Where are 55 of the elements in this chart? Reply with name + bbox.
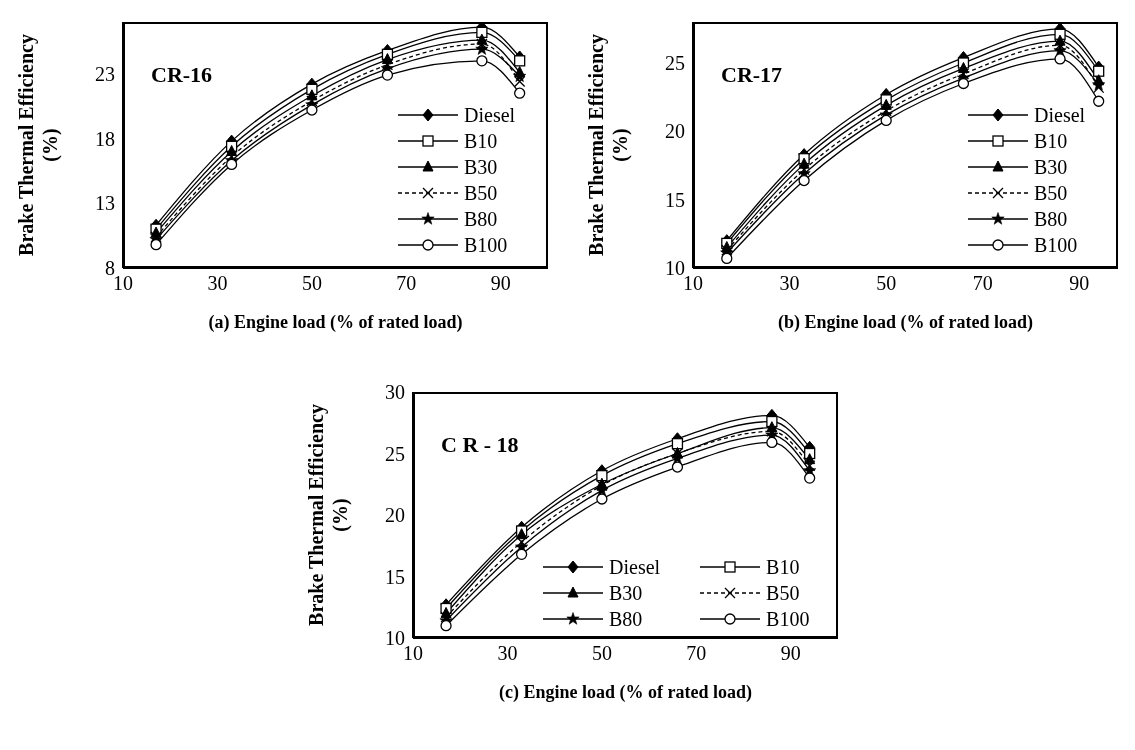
y-tick-label: 20 <box>385 504 405 527</box>
y-tick-label: 20 <box>665 120 685 143</box>
legend-label: B100 <box>766 607 810 632</box>
x-tick-label: 50 <box>876 272 897 295</box>
x-tick-label: 70 <box>686 642 707 665</box>
legend-label: B50 <box>464 181 498 206</box>
legend-label: B30 <box>1034 155 1068 180</box>
legend-label: B80 <box>464 207 498 232</box>
y-tick-label: 13 <box>95 192 115 215</box>
x-tick-label: 30 <box>779 272 800 295</box>
legend-label: B50 <box>1034 181 1068 206</box>
x-tick-label: 10 <box>683 272 703 295</box>
annotation: CR-16 <box>151 62 213 88</box>
x-tick-label: 70 <box>972 272 993 295</box>
y-tick-label: 15 <box>665 188 685 211</box>
legend-label: B10 <box>1034 129 1068 154</box>
x-tick-label: 30 <box>497 642 518 665</box>
legend-label: B100 <box>1034 233 1078 258</box>
legend-label: B30 <box>464 155 498 180</box>
annotation: CR-17 <box>721 62 783 88</box>
annotation: C R - 18 <box>441 432 519 458</box>
legend-label: B80 <box>1034 207 1068 232</box>
x-axis-title: (b) Engine load (% of rated load) <box>777 312 1034 333</box>
legend-label: Diesel <box>1034 103 1086 128</box>
x-tick-label: 90 <box>1069 272 1090 295</box>
x-tick-label: 10 <box>113 272 133 295</box>
y-tick-label: 10 <box>385 627 405 650</box>
y-axis-title: Brake Thermal Efficiency (%) <box>584 33 632 258</box>
legend-label: B100 <box>464 233 508 258</box>
y-tick-label: 23 <box>95 62 115 85</box>
x-tick-label: 90 <box>490 272 511 295</box>
y-tick-label: 25 <box>385 442 405 465</box>
y-axis-title: Brake Thermal Efficiency (%) <box>304 403 352 628</box>
x-tick-label: 50 <box>591 642 612 665</box>
y-tick-label: 15 <box>385 565 405 588</box>
legend-label: B30 <box>609 581 643 606</box>
x-tick-label: 70 <box>396 272 417 295</box>
legend-label: B10 <box>464 129 498 154</box>
y-tick-label: 30 <box>385 381 405 404</box>
y-tick-label: 10 <box>665 257 685 280</box>
x-tick-label: 30 <box>207 272 228 295</box>
y-axis-title: Brake Thermal Efficiency (%) <box>14 33 62 258</box>
legend-label: Diesel <box>464 103 516 128</box>
legend-label: B10 <box>766 555 800 580</box>
y-tick-label: 18 <box>95 127 115 150</box>
legend-label: B50 <box>766 581 800 606</box>
x-axis-title: (a) Engine load (% of rated load) <box>207 312 464 333</box>
y-tick-label: 25 <box>665 52 685 75</box>
y-tick-label: 8 <box>105 257 115 280</box>
x-tick-label: 10 <box>403 642 423 665</box>
legend-label: Diesel <box>609 555 661 580</box>
x-axis-title: (c) Engine load (% of rated load) <box>498 682 753 703</box>
x-tick-label: 50 <box>301 272 322 295</box>
legend-label: B80 <box>609 607 643 632</box>
x-tick-label: 90 <box>780 642 801 665</box>
